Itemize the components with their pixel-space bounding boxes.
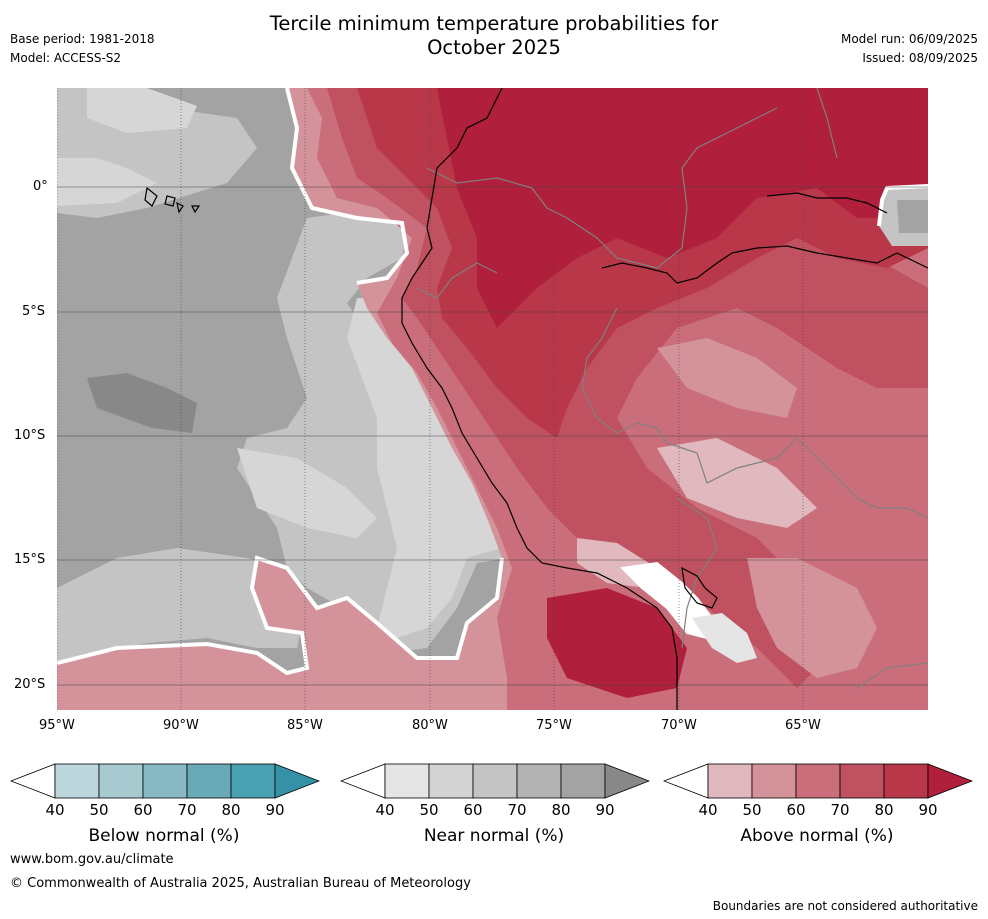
colorbar-tick-label: 70 xyxy=(507,801,527,819)
border-colombia-ecuador-peru xyxy=(426,107,778,269)
border-peru-bolivia xyxy=(676,497,718,649)
colorbar-arrow-high xyxy=(604,763,650,799)
colorbar-arrow-low xyxy=(10,763,56,799)
border-bolivia-brazil xyxy=(796,437,928,519)
colorbar-tick-label: 90 xyxy=(595,801,615,819)
colorbar-arrow-high xyxy=(274,763,320,799)
south-america-coastline xyxy=(401,88,678,710)
model-name: Model: ACCESS-S2 xyxy=(10,51,122,65)
colorbar-tick-label: 50 xyxy=(419,801,439,819)
colorbar-segment xyxy=(98,763,144,799)
colorbar-tick-label: 50 xyxy=(89,801,109,819)
colorbar-title: Above normal (%) xyxy=(740,826,894,846)
lat-tick-label: 5°S xyxy=(22,304,46,319)
lon-tick-label: 95°W xyxy=(39,718,75,733)
lat-tick-label: 20°S xyxy=(14,677,46,692)
colorbar-tick-label: 60 xyxy=(463,801,483,819)
lon-tick-label: 80°W xyxy=(412,718,448,733)
colorbar-segment xyxy=(883,763,929,799)
colorbar-segment xyxy=(384,763,430,799)
colorbar-title: Near normal (%) xyxy=(423,826,565,846)
issued-date: Issued: 08/09/2025 xyxy=(862,51,978,65)
lon-tick-label: 85°W xyxy=(287,718,323,733)
boundary-contour xyxy=(57,555,504,676)
above-normal-40-patch xyxy=(657,438,817,528)
colorbar-tick-label: 90 xyxy=(265,801,285,819)
boundaries-disclaimer: Boundaries are not considered authoritat… xyxy=(712,899,978,913)
model-run: Model run: 06/09/2025 xyxy=(840,32,978,46)
colorbar-segment xyxy=(795,763,841,799)
copyright-notice: © Commonwealth of Australia 2025, Austra… xyxy=(10,876,471,891)
lon-tick-label: 70°W xyxy=(661,718,697,733)
colorbar-tick-label: 50 xyxy=(742,801,762,819)
above-normal-50-patch xyxy=(747,558,877,678)
above-normal-90-patch xyxy=(547,588,687,698)
lake-titicaca xyxy=(681,566,718,609)
lon-tick-label: 90°W xyxy=(163,718,199,733)
lat-tick-label: 0° xyxy=(33,179,48,194)
colorbar-tick-label: 90 xyxy=(918,801,938,819)
coastlines xyxy=(144,88,928,710)
colorbar-segment xyxy=(230,763,276,799)
base-period: Base period: 1981-2018 xyxy=(10,32,155,46)
colorbar-3 xyxy=(663,763,973,799)
probability-map xyxy=(57,88,928,710)
border-northern xyxy=(816,88,838,159)
boundary-contour xyxy=(285,88,410,285)
near-normal-patch xyxy=(87,88,197,133)
colorbar-tick-label: 60 xyxy=(786,801,806,819)
colorbar-tick-label: 40 xyxy=(375,801,395,819)
near-normal-southern-band xyxy=(57,548,307,668)
country-borders xyxy=(416,88,928,689)
colorbar-segment xyxy=(472,763,518,799)
near-normal-northeast-core xyxy=(897,200,928,233)
colorbar-tick-label: 70 xyxy=(830,801,850,819)
colorbar-1 xyxy=(10,763,320,799)
colorbar-segment xyxy=(707,763,753,799)
map-title: Tercile minimum temperature probabilitie… xyxy=(0,12,988,60)
near-normal-dark-patch xyxy=(87,373,197,433)
lon-tick-label: 65°W xyxy=(785,718,821,733)
lat-tick-label: 10°S xyxy=(14,428,46,443)
near-normal-light-band xyxy=(347,298,502,638)
colorbar-tick-label: 80 xyxy=(874,801,894,819)
colorbar-arrow-low xyxy=(663,763,709,799)
colorbar-segment xyxy=(428,763,474,799)
colorbar-tick-label: 40 xyxy=(45,801,65,819)
colorbar-tick-label: 60 xyxy=(133,801,153,819)
colorbar-segment xyxy=(142,763,188,799)
colorbar-segment xyxy=(560,763,606,799)
near-normal-light-patch xyxy=(237,448,377,538)
lat-tick-label: 15°S xyxy=(14,552,46,567)
above-normal-50-patch xyxy=(657,338,797,418)
colorbar-tick-label: 80 xyxy=(221,801,241,819)
title-line-1: Tercile minimum temperature probabilitie… xyxy=(269,12,719,35)
colorbar-2 xyxy=(340,763,650,799)
near-normal-patch xyxy=(57,158,157,206)
colorbar-tick-label: 40 xyxy=(698,801,718,819)
near-normal-lake-patch xyxy=(692,613,757,663)
amazon-river xyxy=(601,245,928,284)
border-ecuador-peru xyxy=(416,262,498,299)
map-fill-layers xyxy=(57,88,928,710)
colorbar-arrow-high xyxy=(927,763,973,799)
colorbar-tick-label: 70 xyxy=(177,801,197,819)
title-line-2: October 2025 xyxy=(427,36,561,59)
colorbar-title: Below normal (%) xyxy=(88,826,240,846)
border-bolivia-argentina xyxy=(856,662,928,689)
website-link[interactable]: www.bom.gov.au/climate xyxy=(10,852,174,867)
colorbar-segment xyxy=(839,763,885,799)
colorbar-segment xyxy=(186,763,232,799)
lon-tick-label: 75°W xyxy=(536,718,572,733)
border-peru-brazil-bolivia xyxy=(581,307,798,484)
northern-river xyxy=(766,192,888,214)
colorbar-segment xyxy=(751,763,797,799)
colorbar-segment xyxy=(54,763,100,799)
galapagos-islands xyxy=(144,186,201,214)
colorbar-segment xyxy=(516,763,562,799)
colorbar-arrow-low xyxy=(340,763,386,799)
colorbar-tick-label: 80 xyxy=(551,801,571,819)
above-normal-90-region xyxy=(437,88,928,328)
map-gridlines xyxy=(57,88,928,710)
